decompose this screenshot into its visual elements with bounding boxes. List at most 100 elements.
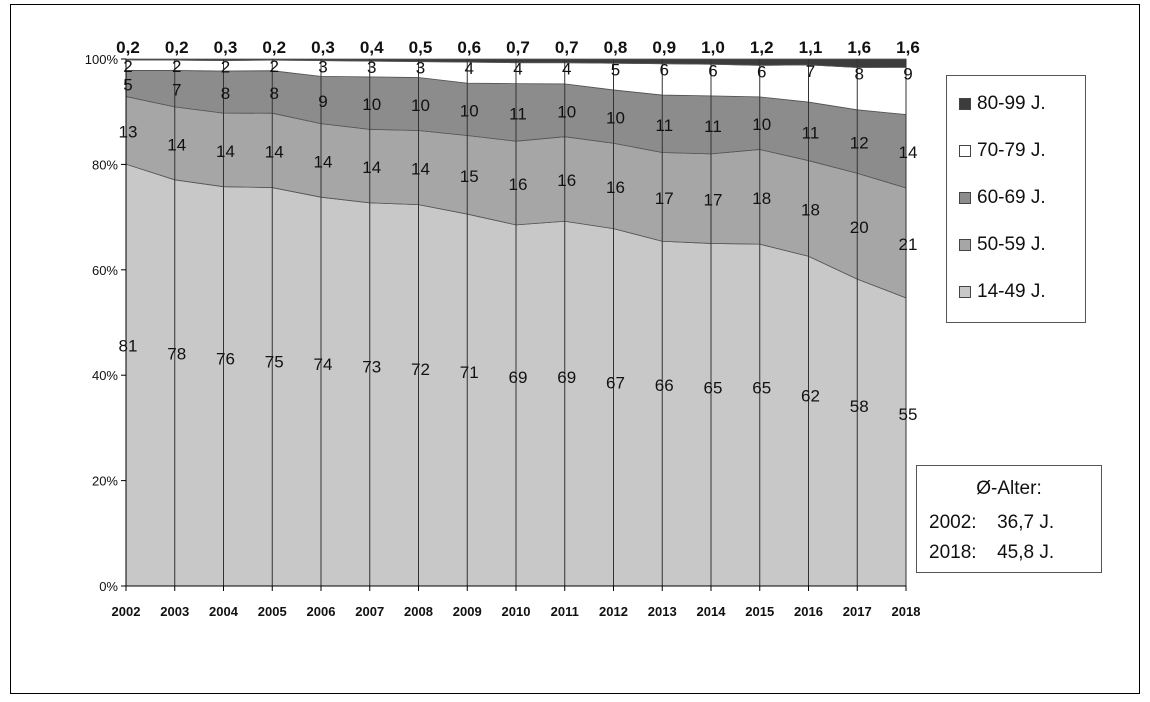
data-label: 0,5 [409, 38, 433, 57]
data-label: 0,9 [652, 38, 676, 57]
data-label: 14 [899, 143, 918, 162]
data-label: 7 [172, 81, 181, 100]
data-label: 2 [221, 58, 230, 77]
average-age-value: 36,7 J. [997, 512, 1055, 533]
legend-label: 80-99 J. [977, 93, 1046, 114]
data-label: 0,2 [262, 38, 286, 57]
legend-item: 70-79 J. [959, 139, 1046, 163]
data-label: 14 [411, 160, 430, 179]
average-age-row: 2002: 36,7 J. [929, 512, 1054, 534]
data-label: 1,0 [701, 38, 725, 57]
data-label: 10 [752, 115, 771, 134]
x-tick-label: 2008 [404, 604, 433, 619]
data-label: 4 [562, 60, 571, 79]
data-label: 10 [362, 95, 381, 114]
data-label: 14 [167, 135, 186, 154]
average-age-row: 2018: 45,8 J. [929, 542, 1054, 564]
data-label: 14 [265, 142, 284, 161]
x-tick-label: 2017 [843, 604, 872, 619]
data-label: 16 [606, 178, 625, 197]
data-label: 78 [167, 344, 186, 363]
x-tick-label: 2013 [648, 604, 677, 619]
data-label: 76 [216, 350, 235, 369]
data-label: 3 [367, 58, 376, 77]
x-tick-label: 2004 [209, 604, 239, 619]
data-label: 66 [655, 376, 674, 395]
y-tick-label: 60% [92, 263, 118, 278]
legend-label: 60-69 J. [977, 187, 1046, 208]
x-tick-label: 2009 [453, 604, 482, 619]
legend: 80-99 J. 70-79 J. 60-69 J. 50-59 J. 14-49 J. [946, 75, 1086, 323]
legend-item: 14-49 J. [959, 280, 1046, 304]
data-label: 69 [557, 368, 576, 387]
data-label: 67 [606, 373, 625, 392]
y-tick-label: 80% [92, 157, 118, 172]
data-label: 0,4 [360, 38, 384, 57]
data-label: 9 [318, 92, 327, 111]
legend-label: 50-59 J. [977, 234, 1046, 255]
average-age-title: Ø-Alter: [976, 478, 1042, 499]
data-label: 6 [660, 61, 669, 80]
data-label: 0,7 [506, 38, 530, 57]
x-tick-label: 2014 [697, 604, 727, 619]
data-label: 14 [216, 142, 235, 161]
data-label: 0,7 [555, 38, 579, 57]
y-tick-label: 40% [92, 368, 118, 383]
data-label: 15 [460, 167, 479, 186]
legend-swatch [959, 286, 971, 298]
y-tick-label: 100% [85, 52, 119, 67]
data-label: 2 [123, 57, 132, 76]
data-label: 14 [314, 152, 333, 171]
data-label: 1,1 [799, 38, 823, 57]
x-tick-label: 2003 [160, 604, 189, 619]
data-label: 6 [708, 61, 717, 80]
data-label: 4 [465, 59, 474, 78]
data-label: 18 [752, 189, 771, 208]
data-label: 0,2 [165, 38, 189, 57]
x-tick-label: 2012 [599, 604, 628, 619]
data-label: 73 [362, 358, 381, 377]
x-tick-label: 2015 [745, 604, 774, 619]
x-tick-label: 2002 [112, 604, 141, 619]
data-label: 10 [460, 101, 479, 120]
data-label: 17 [655, 189, 674, 208]
data-label: 17 [704, 191, 723, 210]
data-label: 0,2 [116, 38, 140, 57]
y-tick-label: 0% [99, 579, 118, 594]
average-age-value: 45,8 J. [997, 542, 1055, 563]
data-label: 74 [314, 355, 333, 374]
data-label: 3 [416, 59, 425, 78]
x-tick-label: 2016 [794, 604, 823, 619]
average-age-year: 2002: [929, 512, 977, 533]
data-label: 0,8 [604, 38, 628, 57]
data-label: 4 [513, 60, 522, 79]
data-label: 12 [850, 134, 869, 153]
average-age-year: 2018: [929, 542, 977, 563]
data-label: 5 [611, 60, 620, 79]
data-label: 7 [806, 62, 815, 81]
data-label: 81 [119, 336, 138, 355]
average-age-box: Ø-Alter: 2002: 36,7 J. 2018: 45,8 J. [916, 465, 1102, 573]
data-label: 69 [509, 368, 528, 387]
data-label: 0,3 [311, 38, 335, 57]
data-label: 75 [265, 352, 284, 371]
data-label: 8 [270, 84, 279, 103]
data-label: 65 [752, 379, 771, 398]
data-label: 10 [557, 102, 576, 121]
data-label: 2 [172, 57, 181, 76]
data-label: 8 [221, 84, 230, 103]
data-label: 0,6 [457, 38, 481, 57]
legend-swatch [959, 145, 971, 157]
x-tick-label: 2007 [355, 604, 384, 619]
legend-item: 50-59 J. [959, 233, 1046, 257]
data-label: 18 [801, 200, 820, 219]
data-label: 71 [460, 363, 479, 382]
data-label: 58 [850, 397, 869, 416]
data-label: 55 [899, 405, 918, 424]
data-label: 8 [855, 64, 864, 83]
figure-frame [10, 4, 1140, 694]
x-tick-label: 2018 [892, 604, 921, 619]
data-label: 11 [802, 123, 820, 142]
data-label: 1,6 [847, 38, 871, 57]
